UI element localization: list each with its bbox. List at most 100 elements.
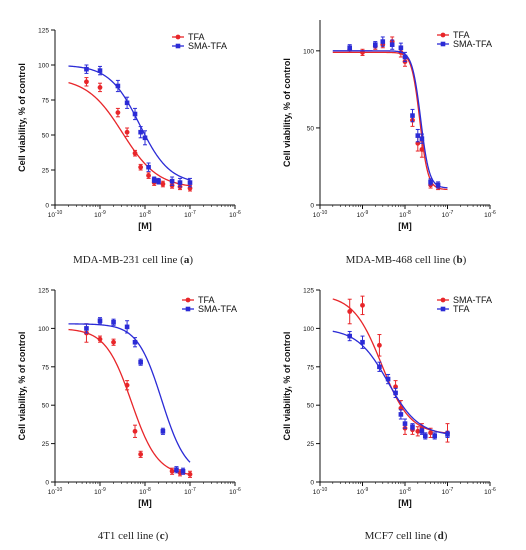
x-axis-label: [M] — [398, 221, 412, 231]
fit-curve — [332, 50, 448, 189]
y-tick-label: 125 — [38, 28, 49, 35]
data-point — [138, 164, 144, 170]
data-point — [132, 428, 138, 434]
y-tick-label: 0 — [45, 203, 49, 210]
x-tick-label: 10-9 — [357, 487, 369, 496]
data-point — [124, 382, 130, 388]
data-point — [146, 173, 151, 179]
y-tick-label: 100 — [303, 48, 314, 55]
legend-entry: SMA-TFA — [188, 41, 227, 51]
y-tick-label: 25 — [42, 168, 50, 175]
chart-panel-d: 0 25 50 75 100 125 10-10 10-9 10-8 10-7 10-6 [M] Cel… — [282, 288, 496, 543]
x-tick-label: 10-7 — [442, 210, 454, 219]
x-tick-label: 10-8 — [139, 487, 151, 496]
legend-marker — [185, 306, 191, 312]
data-point — [115, 110, 121, 115]
data-point — [419, 429, 425, 434]
y-tick-label: 25 — [42, 441, 50, 448]
y-tick-label: 50 — [307, 125, 315, 132]
data-point — [124, 100, 130, 106]
x-tick-label: 10-9 — [94, 210, 106, 219]
data-point — [422, 433, 428, 439]
x-tick-label: 10-8 — [139, 210, 151, 219]
data-point — [124, 324, 130, 330]
data-point — [111, 339, 116, 345]
y-tick-label: 0 — [310, 203, 314, 210]
data-point — [160, 181, 166, 187]
chart-panel-a: 0 25 50 75 100 125 10-10 10-9 10-8 10-7 10-6 [M] Cel… — [17, 28, 241, 267]
data-point — [177, 180, 183, 185]
data-point — [115, 83, 121, 89]
series-sma-tfa — [68, 317, 191, 475]
x-tick-label: 10-8 — [399, 210, 411, 219]
panel-caption: 4T1 cell line (c) — [98, 530, 169, 542]
data-point — [142, 135, 148, 141]
x-tick-label: 10-9 — [357, 210, 369, 219]
legend-marker — [175, 34, 181, 40]
legend-entry: TFA — [188, 32, 205, 42]
y-axis-label: Cell viability, % of control — [282, 332, 292, 441]
data-point — [377, 364, 382, 370]
x-axis-label: [M] — [398, 498, 412, 508]
legend-entry: SMA-TFA — [198, 304, 237, 314]
legend-entry: SMA-TFA — [453, 39, 492, 49]
data-point — [419, 136, 425, 142]
x-tick-label: 10-6 — [229, 210, 241, 219]
y-tick-label: 125 — [38, 288, 49, 295]
fit-curve — [68, 328, 191, 475]
data-point — [377, 342, 382, 348]
data-point — [97, 85, 103, 90]
fit-curve — [68, 323, 191, 463]
data-point — [169, 468, 175, 474]
legend-marker — [175, 43, 181, 49]
data-point — [347, 309, 353, 314]
data-point — [132, 150, 138, 156]
data-point — [97, 318, 103, 324]
data-point — [347, 45, 353, 51]
y-tick-label: 100 — [38, 326, 49, 333]
chart-panel-c: 0 25 50 75 100 125 10-10 10-9 10-8 10-7 10-6 [M] Cel… — [17, 288, 241, 543]
legend-marker — [440, 41, 446, 47]
data-point — [402, 421, 408, 426]
panel-caption: MDA-MB-468 cell line (b) — [346, 254, 467, 266]
data-point — [84, 326, 89, 331]
x-tick-label: 10-6 — [229, 487, 241, 496]
y-tick-label: 50 — [307, 403, 315, 410]
x-tick-label: 10-6 — [484, 487, 496, 496]
data-point — [393, 390, 398, 396]
data-point — [415, 133, 421, 138]
data-point — [84, 79, 89, 85]
x-tick-label: 10-9 — [94, 487, 106, 496]
y-tick-label: 125 — [303, 288, 314, 295]
data-point — [151, 177, 157, 183]
x-tick-label: 10-6 — [484, 210, 496, 219]
data-point — [97, 68, 103, 73]
y-tick-label: 75 — [307, 364, 315, 371]
series-tfa — [332, 36, 448, 191]
series-sma-tfa — [332, 36, 448, 189]
x-tick-label: 10-7 — [184, 210, 196, 219]
legend-marker — [440, 32, 446, 38]
data-point — [124, 129, 130, 135]
fit-curve — [68, 82, 191, 187]
data-point — [84, 66, 89, 72]
data-point — [169, 178, 175, 184]
data-point — [385, 376, 391, 382]
data-point — [389, 42, 395, 47]
data-point — [187, 180, 193, 185]
data-point — [398, 412, 404, 417]
data-point — [347, 333, 353, 339]
data-point — [132, 111, 138, 117]
data-point — [402, 54, 408, 60]
data-point — [372, 42, 378, 47]
data-point — [174, 467, 179, 473]
y-tick-label: 100 — [38, 63, 49, 70]
x-axis-label: [M] — [138, 498, 152, 508]
data-point — [380, 39, 386, 44]
data-point — [138, 129, 143, 135]
x-tick-label: 10-10 — [313, 210, 328, 219]
panel-caption: MCF7 cell line (d) — [365, 530, 448, 542]
data-point — [360, 302, 365, 308]
data-point — [410, 113, 415, 118]
